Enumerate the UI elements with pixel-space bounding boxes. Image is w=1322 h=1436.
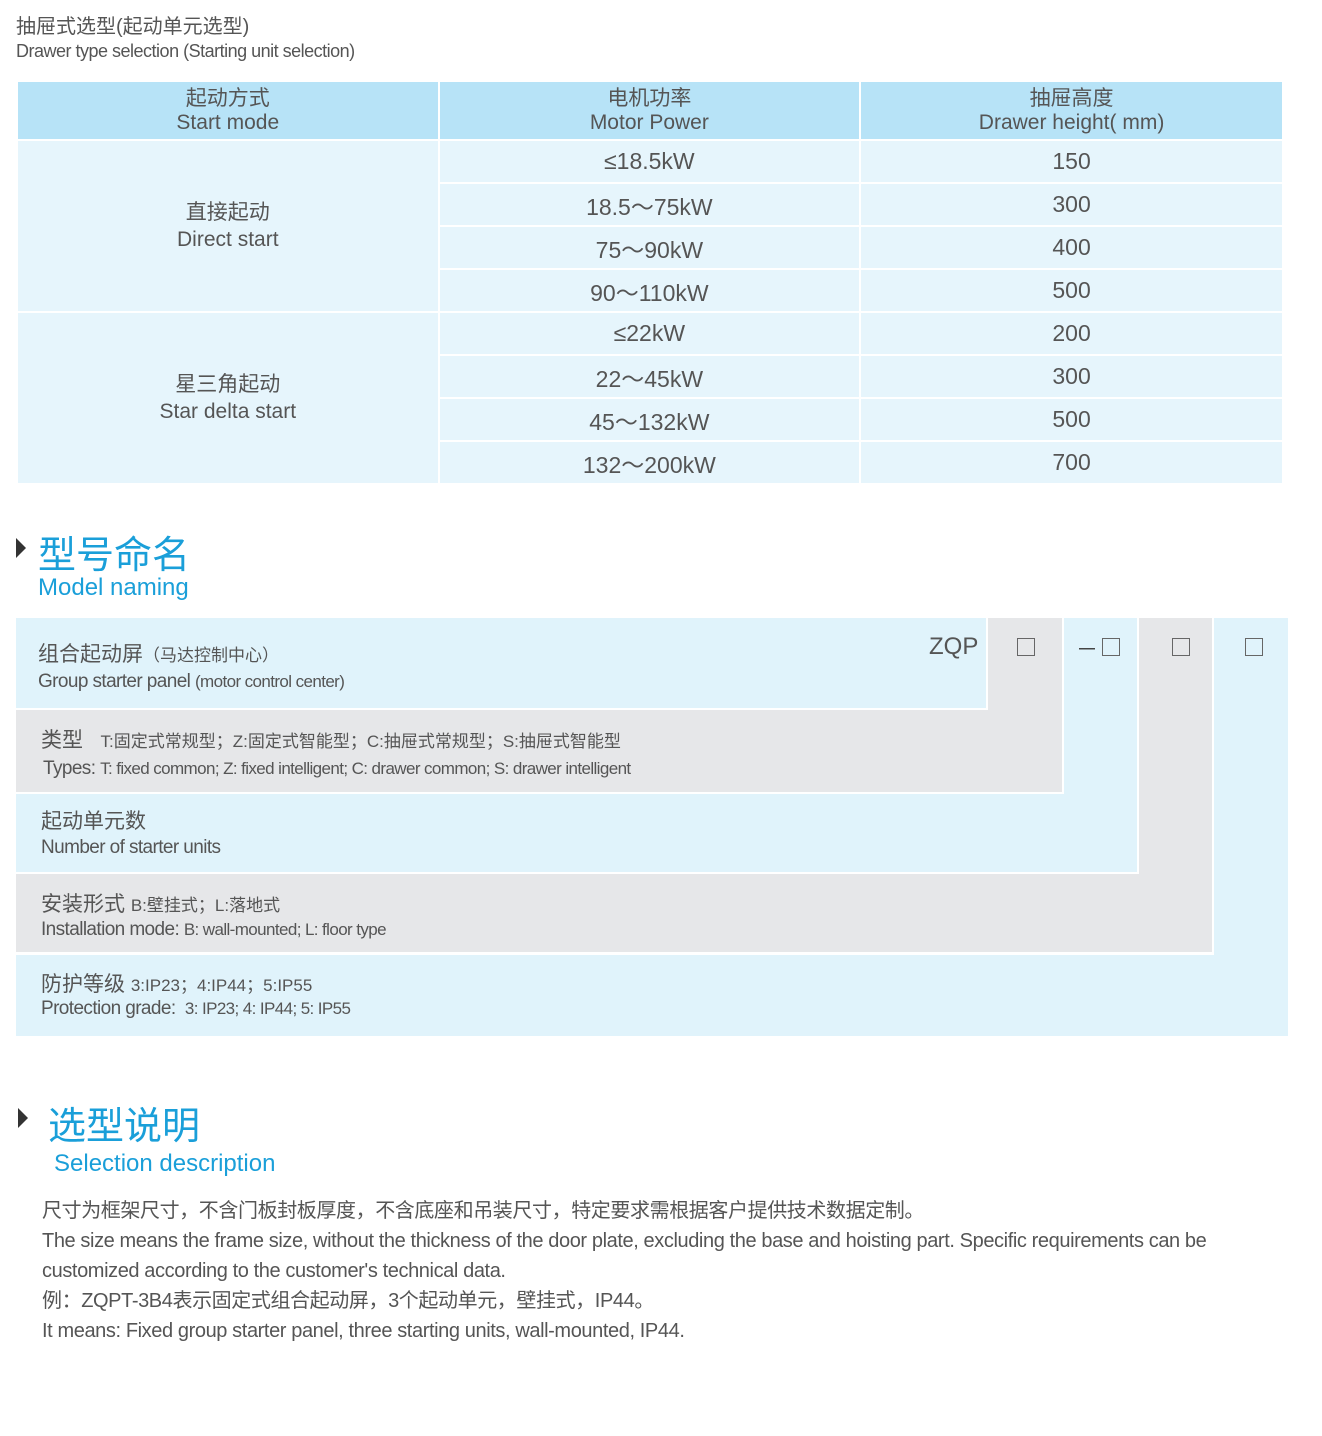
table-row: 45～132kW 500 [17, 397, 1284, 442]
drawer-title-cn: 抽屉式选型(起动单元选型) [16, 16, 250, 38]
model-row-panel: 组合起动屏（马达控制中心） Group starter panel (motor… [16, 618, 986, 708]
motor-power-cell: ≤22kW [437, 311, 862, 356]
header-motor-power: 电机功率 Motor Power [437, 80, 862, 141]
drawer-height-cell: 700 [859, 440, 1284, 485]
motor-power-cell: 75～90kW [437, 225, 862, 270]
model-row-type: 类型 T:固定式常规型；Z:固定式智能型；C:抽屉式常规型；S:抽屉式智能型 T… [16, 710, 1062, 792]
drawer-table: 起动方式 Start mode 电机功率 Motor Power 抽屉高度 Drawe… [16, 80, 1284, 485]
table-row: 18.5～75kW 300 [17, 182, 1284, 227]
drawer-height-cell: 500 [859, 268, 1284, 313]
drawer-height-cell: 500 [859, 397, 1284, 442]
header-start-mode: 起动方式 Start mode [16, 80, 440, 141]
start-mode-cell: 直接起动 Direct start [16, 139, 440, 313]
motor-power-cell: ≤18.5kW [437, 139, 862, 184]
motor-power-cell: 132～200kW [437, 440, 862, 485]
model-row-protection: 防护等级 3:IP23；4:IP44；5:IP55 Protection gra… [16, 955, 1288, 1036]
motor-power-cell: 18.5～75kW [437, 182, 862, 227]
drawer-height-cell: 200 [859, 311, 1284, 356]
drawer-height-cell: 300 [859, 354, 1284, 399]
selection-text: 尺寸为框架尺寸，不含门板封板厚度，不含底座和吊装尺寸，特定要求需根据客户提供技术… [42, 1200, 1207, 1342]
code-box-install [1172, 638, 1190, 656]
drawer-height-cell: 400 [859, 225, 1284, 270]
drawer-title-en: Drawer type selection (Starting unit sel… [16, 41, 355, 61]
motor-power-cell: 22～45kW [437, 354, 862, 399]
model-row-install: 安装形式 B:壁挂式；L:落地式 Installation mode: B: w… [16, 874, 1212, 952]
code-box-type [1017, 638, 1035, 656]
motor-power-cell: 90～110kW [437, 268, 862, 313]
arrow-icon [16, 538, 26, 558]
table-row: 90～110kW 500 [17, 268, 1284, 313]
code-box-protection [1245, 638, 1263, 656]
header-drawer-height: 抽屉高度 Drawer height( mm) [859, 80, 1284, 141]
drawer-height-cell: 150 [859, 139, 1284, 184]
dash: － [1076, 637, 1099, 662]
table-row: 星三角起动 Star delta start ≤22kW 200 [16, 311, 1284, 485]
model-title-en: Model naming [38, 574, 189, 601]
model-prefix: ZQP [929, 633, 979, 660]
model-row-units: 起动单元数 Number of starter units [16, 794, 1137, 872]
table-row: 直接起动 Direct start ≤18.5kW 150 [16, 139, 1284, 313]
drawer-height-cell: 300 [859, 182, 1284, 227]
arrow-icon [18, 1108, 28, 1128]
model-title-cn: 型号命名 [38, 535, 191, 577]
table-row: 132～200kW 700 [17, 440, 1284, 485]
selection-title-cn: 选型说明 [48, 1106, 201, 1148]
motor-power-cell: 45～132kW [437, 397, 862, 442]
selection-title-en: Selection description [54, 1150, 276, 1177]
start-mode-cell: 星三角起动 Star delta start [16, 311, 440, 485]
table-row: 22～45kW 300 [17, 354, 1284, 399]
code-box-units [1102, 638, 1120, 656]
table-row: 75～90kW 400 [17, 225, 1284, 270]
